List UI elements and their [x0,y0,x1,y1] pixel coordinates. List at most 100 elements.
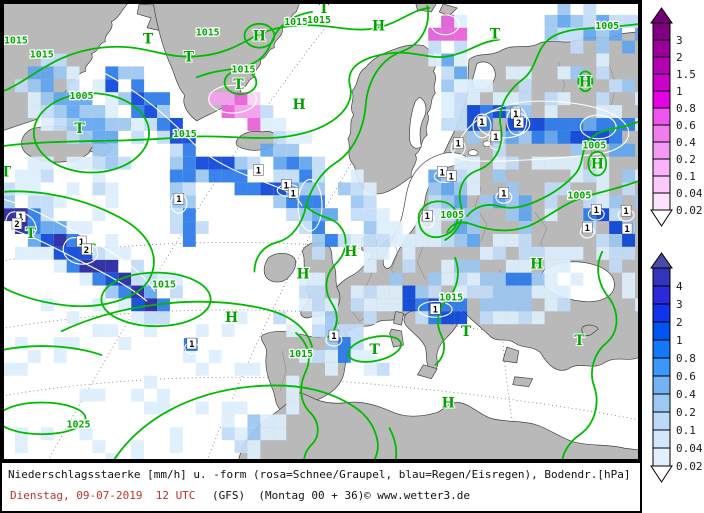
isobar-label: 1015 [232,64,256,75]
low-pressure-symbol: T [490,27,501,43]
map-frame: 1015 1015 1005 1015 1015 1015 1015 1015 1005 1005… [0,0,642,463]
precip-max-label: 1 [479,118,484,128]
precip-max-label: 1 [501,189,506,199]
snow-scale-legend: 3 2 1.5 1 0.8 0.6 0.4 0.2 0.1 0.04 0.02 [650,7,703,227]
low-pressure-symbol: T [574,333,585,349]
legend-color-box [652,124,671,143]
legend-value-label: 0.8 [676,102,696,115]
legend-color-box [652,90,671,109]
isobar-label: 1015 [196,28,220,39]
precip-max-label: 1 [623,207,628,217]
legend-color-box [652,73,671,92]
high-pressure-symbol: H [225,310,238,326]
precip-max-label: 1 [290,189,295,199]
legend-value-label: 0.02 [676,460,703,473]
high-pressure-symbol: H [530,257,543,273]
legend-value-label: 0.2 [676,406,696,419]
legend-color-box [652,411,671,431]
low-pressure-symbol: T [74,121,85,137]
isobar-label: 1015 [439,292,463,303]
isobar-label: 1015 [30,50,54,61]
precip-max-label: 1 [585,224,590,234]
legend-value-label: 3 [676,298,683,311]
legend-value-label: 0.2 [676,153,696,166]
low-pressure-symbol: T [143,32,154,48]
high-pressure-symbol: H [253,29,266,45]
legend-color-box [652,393,671,413]
isobar-label: 1015 [152,280,176,291]
legend-value-label: 0.04 [676,442,703,455]
isobar-label: 1015 [289,349,313,360]
precip-max-label: 1 [331,332,336,342]
low-pressure-symbol: T [233,77,244,93]
legend-value-label: 0.04 [676,187,703,200]
legend-color-box [652,107,671,126]
legend-color-box [652,429,671,449]
precipitation-rain-layer [2,2,640,461]
legend-value-label: 2 [676,316,683,329]
legend-value-label: 0.4 [676,136,696,149]
caption-bar: Niederschlagsstaerke [mm/h] u. -form (ro… [0,461,642,513]
form-contour-layer [2,14,635,355]
legend-value-label: 0.4 [676,388,696,401]
high-pressure-symbol: H [442,395,455,411]
legend-value-label: 0.02 [676,204,703,217]
high-pressure-symbol: H [297,267,310,283]
legend-value-label: 0.8 [676,352,696,365]
isobar-label: 1025 [67,419,91,430]
isobar-label: 1015 [307,15,331,26]
caption-credit: © www.wetter3.de [364,489,470,502]
legend-value-label: 1.5 [676,68,696,81]
legend-value-label: 2 [676,51,683,64]
precip-max-label: 2 [84,246,89,256]
legend-arrow-down [650,209,673,227]
legend-color-box [652,175,671,194]
legend-arrow-up [650,252,673,269]
low-pressure-symbol: T [369,342,380,358]
precip-max-label: 1 [433,305,438,315]
legend-value-label: 3 [676,34,683,47]
legend-arrow-up [650,7,673,24]
high-pressure-symbol: H [293,97,306,113]
low-pressure-symbol: T [461,324,472,340]
isobar-label: 1005 [595,21,619,32]
legend-value-label: 1 [676,334,683,347]
legend-color-box [652,357,671,377]
precip-max-label: 1 [176,195,181,205]
precip-max-label: 1 [425,212,430,222]
precip-max-label: 1 [79,238,84,248]
precip-max-label: 1 [440,168,445,178]
legend-color-box [652,447,671,467]
precipitation-snow-layer [208,14,468,131]
isobar-label: 1015 [173,129,197,140]
legend-color-box [652,192,671,211]
legend-arrow-down [650,465,673,483]
precip-max-label: 1 [189,340,194,350]
legend-color-box [652,22,671,41]
caption-title: Niederschlagsstaerke [mm/h] u. -form (ro… [8,468,631,481]
precip-max-label: 1 [256,167,261,177]
isobar-layer [2,5,640,461]
precip-max-label: 2 [516,119,521,129]
legend-value-label: 0.6 [676,370,696,383]
low-pressure-symbol: T [2,164,12,180]
legend-color-box [652,321,671,341]
isobar-label: 1005 [567,190,591,201]
legend-color-box [652,303,671,323]
legend-color-box [652,339,671,359]
precip-max-label: 1 [448,172,453,182]
legend-color-box [652,375,671,395]
low-pressure-symbol: T [26,226,37,242]
legend-color-box [652,39,671,58]
high-pressure-symbol: H [579,74,592,90]
legend-value-label: 0.1 [676,424,696,437]
legend-value-label: 0.6 [676,119,696,132]
isobar-label: 1005 [582,141,606,152]
precip-max-label: 2 [14,220,19,230]
legend-color-box [652,285,671,305]
isobar-label: 1015 [4,36,28,47]
caption-model-run: (GFS) (Montag 00 + 36) [212,489,365,502]
precip-max-label: 1 [624,225,629,235]
legend-color-box [652,158,671,177]
